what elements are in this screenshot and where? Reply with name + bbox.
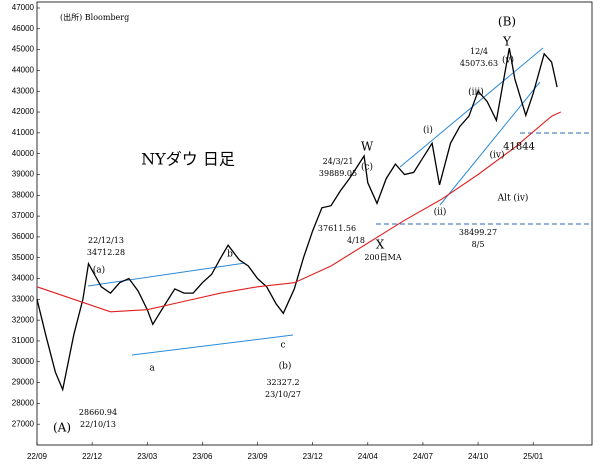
y-tick-label: 46000 [12, 24, 35, 33]
annotation: (iv) [490, 150, 505, 161]
price-line [36, 47, 558, 392]
x-tick-label: 25/01 [523, 452, 544, 461]
annotation: (b) [279, 361, 292, 372]
x-tick-label: 22/12 [82, 452, 103, 461]
annotation: W [361, 140, 374, 154]
y-tick-label: 29000 [12, 378, 35, 387]
annotation: b [227, 250, 233, 260]
y-tick-label: 47000 [12, 3, 35, 12]
annotation: (A) [53, 421, 71, 435]
annotation: Y [502, 35, 512, 49]
ma-line [36, 111, 562, 313]
annotation: (a) [93, 265, 105, 276]
y-tick-label: 36000 [12, 232, 35, 241]
annotation: 12/4 [470, 47, 488, 56]
y-tick-label: 39000 [12, 170, 35, 179]
annotation: (i) [423, 125, 433, 136]
annotation: (ii) [434, 207, 447, 218]
y-tick-label: 32000 [12, 315, 35, 324]
annotation: 45073.63 [460, 59, 498, 68]
y-tick-label: 42000 [12, 107, 35, 116]
y-tick-label: 43000 [12, 86, 35, 95]
annotation: (c) [361, 162, 373, 173]
annotation: 39889.05 [319, 169, 357, 178]
annotation: 34712.28 [87, 248, 125, 257]
annotation: 41844 [503, 142, 535, 153]
x-tick-label: 23/12 [303, 452, 324, 461]
x-tick-label: 24/04 [358, 452, 379, 461]
channel-line [439, 81, 541, 206]
x-tick-label: 23/09 [248, 452, 269, 461]
y-tick-label: 30000 [12, 357, 35, 366]
annotation: (B) [498, 15, 516, 29]
y-tick-label: 37000 [12, 211, 35, 220]
annotation: 24/3/21 [323, 157, 354, 166]
annotation: NYダウ 日足 [141, 150, 235, 169]
y-tick-label: 35000 [12, 253, 35, 262]
x-tick-label: 23/06 [192, 452, 213, 461]
annotation: 22/12/13 [88, 236, 124, 245]
channel-line [87, 262, 246, 287]
annotation: (iii) [468, 87, 484, 98]
annotation: 32327.2 [266, 378, 299, 387]
annotation: 4/18 [347, 236, 365, 245]
annotation: 37611.56 [318, 224, 356, 233]
annotation: (出所) Bloomberg [60, 12, 129, 22]
y-tick-label: 27000 [12, 419, 35, 428]
annotation: Alt (iv) [497, 193, 529, 204]
x-tick-label: 24/07 [413, 452, 434, 461]
y-tick-label: 31000 [12, 336, 35, 345]
y-tick-label: 28000 [12, 398, 35, 407]
y-tick-label: 45000 [12, 45, 35, 54]
annotation: 38499.27 [459, 228, 497, 237]
annotation: a [149, 364, 155, 374]
annotation: X [376, 238, 385, 252]
y-tick-label: 38000 [12, 190, 35, 199]
channel-line [131, 334, 294, 356]
y-tick-label: 33000 [12, 294, 35, 303]
x-tick-label: 22/09 [27, 452, 48, 461]
annotation: 8/5 [472, 240, 485, 249]
y-tick-label: 34000 [12, 274, 35, 283]
annotation: c [280, 341, 285, 351]
plot-frame [36, 1, 593, 446]
x-tick-label: 24/10 [468, 452, 489, 461]
y-tick-label: 41000 [12, 128, 35, 137]
annotation: 28660.94 [79, 408, 117, 417]
annotation: 200日MA [364, 253, 401, 262]
annotation: (v) [502, 55, 514, 66]
x-tick-label: 23/03 [137, 452, 158, 461]
annotation: 23/10/27 [265, 390, 301, 399]
y-tick-label: 44000 [12, 66, 35, 75]
y-tick-label: 40000 [12, 149, 35, 158]
annotation: 22/10/13 [80, 420, 116, 429]
